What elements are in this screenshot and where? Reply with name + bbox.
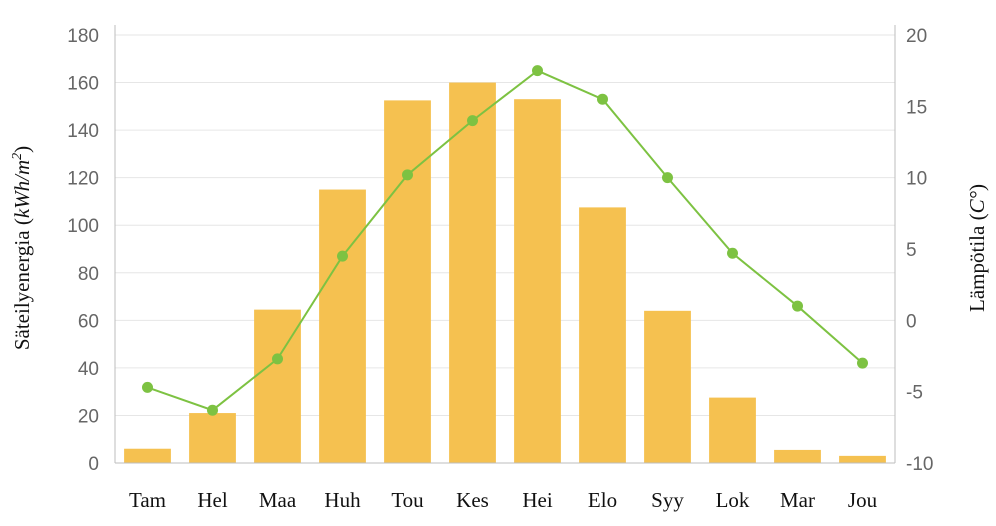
grid-lines bbox=[115, 34, 895, 416]
category-label: Mar bbox=[780, 488, 815, 512]
left-tick-label: 0 bbox=[88, 454, 99, 475]
temperature-point bbox=[727, 247, 738, 259]
category-label: Huh bbox=[324, 488, 361, 512]
right-axis-title: Lämpötila (C°) bbox=[965, 184, 989, 312]
right-tick-label: 10 bbox=[906, 169, 927, 190]
left-tick-label: 100 bbox=[67, 216, 99, 237]
right-tick-label: 20 bbox=[906, 26, 927, 47]
left-tick-label: 40 bbox=[78, 359, 99, 380]
axes bbox=[114, 25, 896, 464]
bar bbox=[644, 310, 691, 463]
right-axis-title-prefix: Lämpötila ( bbox=[965, 213, 989, 312]
bar bbox=[124, 448, 171, 463]
category-label: Elo bbox=[588, 488, 617, 512]
right-axis-title-unit: C° bbox=[965, 190, 989, 213]
category-label: Hei bbox=[522, 488, 552, 512]
right-tick-label: 15 bbox=[906, 97, 927, 118]
left-axis-title-unit: kWh/m bbox=[10, 160, 34, 218]
right-tick-label: 5 bbox=[906, 240, 917, 261]
bar bbox=[319, 189, 366, 464]
bar bbox=[449, 82, 496, 464]
temperature-point bbox=[402, 169, 413, 181]
bar bbox=[709, 397, 756, 463]
left-tick-label: 80 bbox=[78, 264, 99, 285]
bar bbox=[579, 207, 626, 463]
left-axis-title-prefix: Säteilyenergia ( bbox=[10, 218, 34, 350]
right-tick-label: 0 bbox=[906, 311, 917, 332]
left-tick-label: 140 bbox=[67, 121, 99, 142]
left-tick-label: 60 bbox=[78, 311, 99, 332]
bar bbox=[384, 100, 431, 463]
category-label: Syy bbox=[651, 488, 684, 512]
temperature-point bbox=[662, 172, 673, 184]
bar bbox=[189, 413, 236, 463]
bar bbox=[514, 99, 561, 463]
temperature-line-series bbox=[142, 65, 868, 416]
left-tick-label: 180 bbox=[67, 26, 99, 47]
bar bbox=[839, 455, 886, 463]
category-label: Hel bbox=[197, 488, 227, 512]
left-tick-label: 160 bbox=[67, 74, 99, 95]
category-label: Tou bbox=[391, 488, 424, 512]
temperature-line bbox=[147, 69, 864, 412]
right-axis-ticks: -10 -5 0 5 10 15 20 bbox=[906, 26, 933, 475]
left-tick-label: 20 bbox=[78, 406, 99, 427]
right-tick-label: -10 bbox=[906, 454, 933, 475]
right-tick-label: -5 bbox=[906, 383, 923, 404]
category-label: Jou bbox=[848, 488, 878, 512]
x-axis-categories: Tam Hel Maa Huh Tou Kes Hei Elo Syy Lok Mar Jou bbox=[129, 488, 878, 512]
left-axis-title-suffix: ) bbox=[10, 146, 34, 153]
category-label: Maa bbox=[259, 488, 297, 512]
temperature-point bbox=[857, 357, 868, 369]
right-axis-title-suffix: ) bbox=[965, 184, 989, 191]
bar bbox=[774, 449, 821, 463]
left-axis-title: Säteilyenergia (kWh/m2) bbox=[10, 146, 34, 350]
category-label: Kes bbox=[456, 488, 489, 512]
temperature-point bbox=[532, 65, 543, 77]
temperature-point bbox=[142, 381, 153, 393]
left-axis-title-sup: 2 bbox=[10, 153, 25, 160]
left-axis-ticks: 0 20 40 60 80 100 120 140 160 180 bbox=[67, 26, 99, 475]
temperature-point bbox=[792, 300, 803, 312]
category-label: Lok bbox=[716, 488, 750, 512]
temperature-point bbox=[467, 115, 478, 127]
temperature-point bbox=[597, 93, 608, 105]
left-tick-label: 120 bbox=[67, 169, 99, 190]
temperature-point bbox=[337, 250, 348, 262]
category-label: Tam bbox=[129, 488, 166, 512]
temperature-point bbox=[272, 353, 283, 365]
temperature-point bbox=[207, 404, 218, 416]
